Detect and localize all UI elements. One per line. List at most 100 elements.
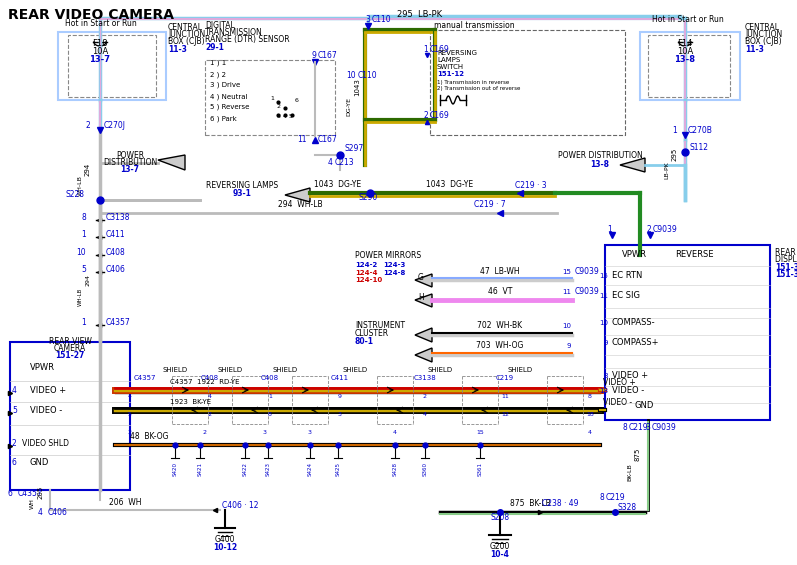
Text: 10: 10 [562,323,571,329]
Text: C9039: C9039 [575,287,600,296]
Text: 294: 294 [85,274,91,286]
Text: 8: 8 [588,394,592,399]
Polygon shape [415,328,432,342]
Text: 3: 3 [365,15,370,24]
Text: C110: C110 [372,15,391,24]
Text: GND: GND [635,401,654,410]
Text: 1923  BK-YE: 1923 BK-YE [170,399,211,405]
Text: C219 · 7: C219 · 7 [474,200,506,209]
Text: 9: 9 [567,343,571,349]
Text: F18: F18 [92,39,108,48]
Text: 13-7: 13-7 [89,55,111,64]
Text: S361: S361 [477,462,482,476]
Text: C3138: C3138 [106,213,131,222]
Text: 875  BK-LB: 875 BK-LB [509,499,551,508]
FancyBboxPatch shape [10,342,130,490]
Text: RANGE (DTR) SENSOR: RANGE (DTR) SENSOR [205,35,289,44]
Text: C408: C408 [106,248,126,257]
Text: SHIELD: SHIELD [508,367,532,373]
FancyBboxPatch shape [68,35,156,97]
Text: 1: 1 [270,96,274,101]
Text: 5: 5 [289,114,292,119]
Text: S208: S208 [490,513,509,522]
Text: VIDEO +: VIDEO + [603,378,636,387]
Text: 10-4: 10-4 [491,550,509,559]
Text: 9: 9 [311,51,316,60]
Text: G: G [418,273,424,282]
Text: 2) Transmission out of reverse: 2) Transmission out of reverse [437,86,520,91]
FancyBboxPatch shape [435,50,505,118]
Text: 702  WH-BK: 702 WH-BK [477,321,523,330]
Text: 4 ) Neutral: 4 ) Neutral [210,93,248,99]
Text: 1: 1 [268,394,272,399]
Text: 4: 4 [38,508,43,517]
Text: 5: 5 [128,412,132,417]
Text: 703  WH-OG: 703 WH-OG [477,341,524,350]
Text: 10: 10 [347,71,356,80]
FancyBboxPatch shape [58,32,166,100]
Text: 124-10: 124-10 [355,277,383,283]
Text: 48  BK-OG: 48 BK-OG [130,432,168,441]
Text: 3: 3 [338,412,342,417]
Text: S428: S428 [392,462,398,476]
Text: 15: 15 [599,273,608,279]
Text: 3: 3 [308,430,312,435]
Text: C167: C167 [318,51,338,60]
Text: 46  VT: 46 VT [488,287,512,296]
Text: LAMPS: LAMPS [437,57,460,63]
Text: C169: C169 [430,45,450,54]
Text: 15: 15 [562,269,571,275]
Text: JUNCTION: JUNCTION [168,30,206,39]
Text: DG-YE: DG-YE [346,97,351,116]
Text: 3: 3 [645,423,650,432]
Text: 2: 2 [423,111,428,120]
Text: S422: S422 [242,462,248,476]
Text: BOX (CJB): BOX (CJB) [745,37,782,46]
Text: C213: C213 [335,158,355,167]
Text: 4: 4 [208,394,212,399]
Text: 206  WH: 206 WH [108,498,141,507]
Text: CENTRAL: CENTRAL [745,23,780,32]
Text: G400: G400 [214,535,235,544]
Text: C9039: C9039 [653,225,677,234]
Text: 80-1: 80-1 [355,337,374,346]
Text: C4357: C4357 [134,375,156,381]
Text: DISTRIBUTION: DISTRIBUTION [103,158,157,167]
Text: 8: 8 [603,373,608,379]
Text: 295  LB-PK: 295 LB-PK [398,10,442,19]
Text: 10-12: 10-12 [213,543,237,552]
Text: S423: S423 [265,462,270,476]
Text: S420: S420 [172,462,178,476]
Text: S290: S290 [359,193,378,202]
Text: 8: 8 [81,213,86,222]
Text: S297: S297 [345,144,364,153]
Text: 2: 2 [277,104,281,109]
Text: C167: C167 [318,135,338,144]
Polygon shape [415,348,432,362]
Text: manual transmission: manual transmission [434,21,515,30]
Text: INSTRUMENT: INSTRUMENT [355,321,405,330]
Text: 2: 2 [12,439,17,448]
Text: Hot in Start or Run: Hot in Start or Run [65,19,137,28]
Text: 2 ) 2: 2 ) 2 [210,71,226,77]
Text: CENTRAL: CENTRAL [168,23,203,32]
Polygon shape [415,274,432,287]
Text: 8: 8 [622,423,627,432]
Text: 6: 6 [12,458,17,467]
Text: 8: 8 [268,412,272,417]
Text: 205: 205 [38,486,44,499]
Text: 4: 4 [423,412,427,417]
Text: 11: 11 [297,135,307,144]
Text: S360: S360 [422,462,427,476]
Text: C406 · 12: C406 · 12 [222,501,258,510]
Text: 151-35: 151-35 [775,270,797,279]
Text: 1) Transmission in reverse: 1) Transmission in reverse [437,80,509,85]
Text: C406: C406 [48,508,68,517]
Text: REVERSING: REVERSING [437,50,477,56]
Text: 4: 4 [12,386,17,395]
Text: SHIELD: SHIELD [343,367,367,373]
Text: Hot in Start or Run: Hot in Start or Run [652,15,724,24]
Text: 1: 1 [81,318,86,327]
Text: EC RTN: EC RTN [612,271,642,280]
Text: 124-4: 124-4 [355,270,378,276]
